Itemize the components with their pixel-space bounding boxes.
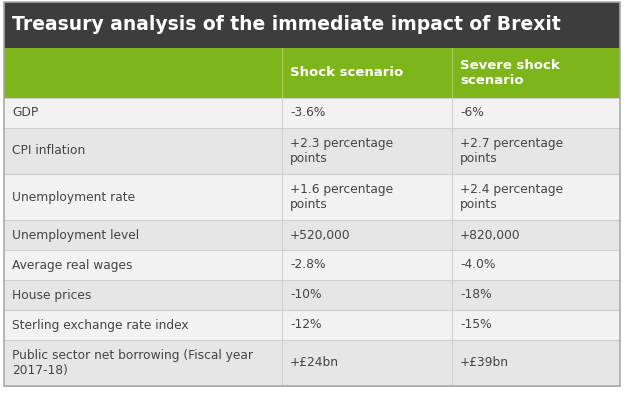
- Bar: [4, 128, 620, 174]
- Text: Unemployment level: Unemployment level: [12, 228, 139, 241]
- Text: GDP: GDP: [12, 107, 38, 120]
- Text: -10%: -10%: [290, 289, 321, 302]
- Text: +2.7 percentage
points: +2.7 percentage points: [460, 137, 563, 165]
- Text: CPI inflation: CPI inflation: [12, 144, 85, 158]
- Text: Shock scenario: Shock scenario: [290, 66, 403, 79]
- Bar: [4, 310, 620, 340]
- Text: Treasury analysis of the immediate impact of Brexit: Treasury analysis of the immediate impac…: [12, 16, 561, 34]
- Text: -2.8%: -2.8%: [290, 258, 326, 271]
- Bar: [4, 98, 620, 128]
- Text: Public sector net borrowing (Fiscal year
2017-18): Public sector net borrowing (Fiscal year…: [12, 349, 253, 377]
- Text: +2.4 percentage
points: +2.4 percentage points: [460, 183, 563, 211]
- Text: +2.3 percentage
points: +2.3 percentage points: [290, 137, 393, 165]
- Text: -6%: -6%: [460, 107, 484, 120]
- Text: -4.0%: -4.0%: [460, 258, 495, 271]
- Bar: [4, 280, 620, 310]
- Text: Severe shock
scenario: Severe shock scenario: [460, 59, 560, 87]
- Bar: [4, 220, 620, 250]
- Bar: [4, 340, 620, 386]
- Bar: [4, 174, 620, 220]
- Text: +£24bn: +£24bn: [290, 357, 339, 370]
- Bar: [4, 250, 620, 280]
- Text: Average real wages: Average real wages: [12, 258, 132, 271]
- Text: Unemployment rate: Unemployment rate: [12, 191, 135, 204]
- Text: -12%: -12%: [290, 318, 321, 331]
- Text: -18%: -18%: [460, 289, 492, 302]
- Text: -3.6%: -3.6%: [290, 107, 325, 120]
- Text: House prices: House prices: [12, 289, 91, 302]
- Bar: [4, 48, 620, 98]
- Text: +820,000: +820,000: [460, 228, 520, 241]
- Text: Sterling exchange rate index: Sterling exchange rate index: [12, 318, 188, 331]
- Text: +£39bn: +£39bn: [460, 357, 509, 370]
- Text: -15%: -15%: [460, 318, 492, 331]
- Text: +520,000: +520,000: [290, 228, 351, 241]
- Bar: [4, 2, 620, 48]
- Text: +1.6 percentage
points: +1.6 percentage points: [290, 183, 393, 211]
